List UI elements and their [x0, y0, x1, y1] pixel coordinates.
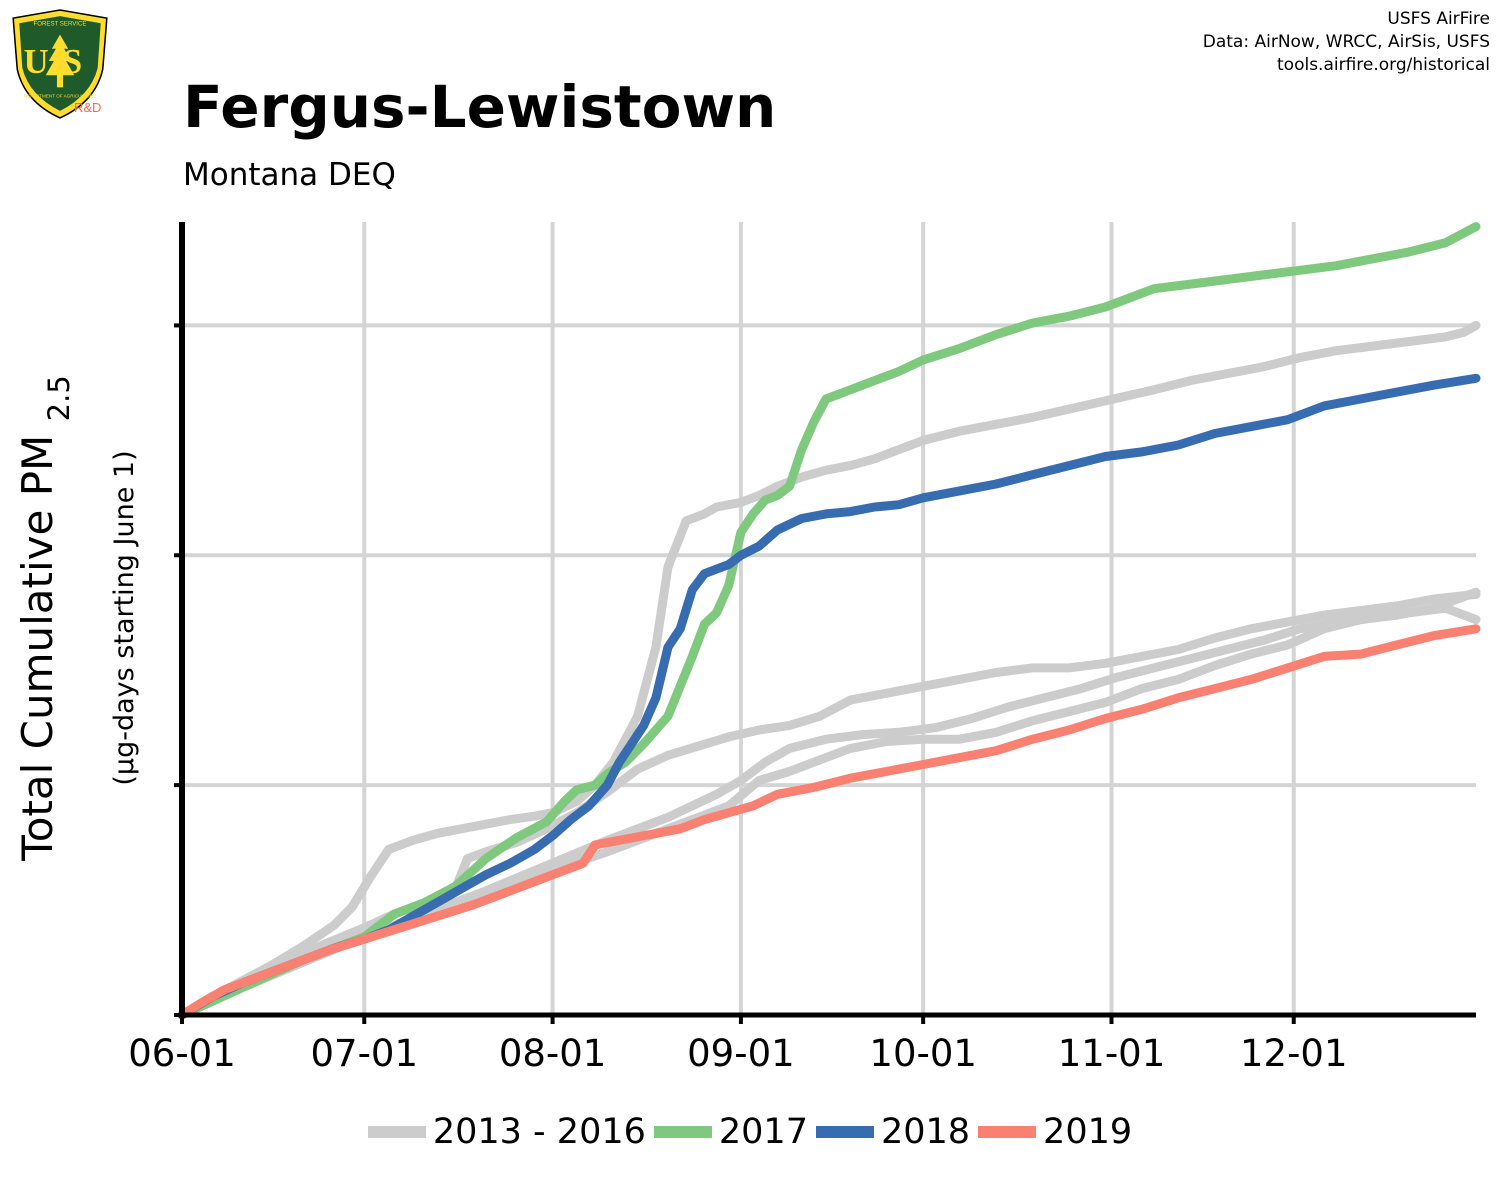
- series-line-2013-2016: [177, 320, 1481, 1020]
- x-tick-label: 08-01: [499, 1032, 607, 1075]
- legend-label: 2017: [718, 1112, 808, 1152]
- x-tick-label: 09-01: [687, 1032, 795, 1075]
- series-line-2019: [177, 624, 1481, 1020]
- series-layer: [177, 222, 1481, 1020]
- legend-item-2018: 2018: [815, 1112, 971, 1152]
- legend-swatch-2019: [978, 1126, 1037, 1138]
- x-tick-labels: 06-01 07-01 08-01 09-01 10-01 11-01 12-01: [128, 1032, 1347, 1075]
- chart-subtitle: Montana DEQ: [183, 157, 396, 193]
- series-line-2013-2016: [177, 603, 1481, 1020]
- logo-badge: R&D: [74, 100, 102, 115]
- legend-label: 2013 - 2016: [432, 1112, 646, 1152]
- legend-swatch-historical: [367, 1126, 426, 1138]
- y-axis-sublabel: (µg-days starting June 1): [109, 450, 140, 785]
- legend-swatch-2017: [653, 1126, 712, 1138]
- x-tick-label: 07-01: [310, 1032, 418, 1075]
- logo-text-bottom: DEPARTMENT OF AGRICULTURE: [24, 94, 96, 99]
- legend: 2013 - 2016 2017 2018 2019: [0, 1112, 1500, 1152]
- credit-source: USFS AirFire: [1387, 9, 1490, 29]
- y-axis-label-subscript: 2.5: [42, 375, 76, 421]
- credit-url: tools.airfire.org/historical: [1277, 55, 1490, 75]
- legend-label: 2019: [1043, 1112, 1133, 1152]
- series-line-2013-2016: [177, 589, 1481, 1020]
- x-tick-label: 10-01: [869, 1032, 977, 1075]
- x-tick-label: 12-01: [1240, 1032, 1348, 1075]
- series-line-2017: [177, 222, 1481, 1020]
- x-tick-label: 11-01: [1058, 1032, 1166, 1075]
- credit-data: Data: AirNow, WRCC, AirSis, USFS: [1202, 32, 1490, 52]
- legend-item-2017: 2017: [653, 1112, 808, 1152]
- x-tick-label: 06-01: [128, 1032, 236, 1075]
- y-axis-label-main: Total Cumulative PM: [13, 435, 62, 862]
- axes: [174, 222, 1476, 1024]
- y-axis-label: Total Cumulative PM 2.5: [13, 375, 76, 862]
- credits: USFS AirFire Data: AirNow, WRCC, AirSis,…: [1203, 8, 1490, 77]
- legend-item-2019: 2019: [978, 1112, 1132, 1152]
- legend-swatch-2018: [815, 1126, 874, 1138]
- logo-text-top: FOREST SERVICE: [34, 20, 87, 27]
- legend-item-2013-2016: 2013 - 2016: [367, 1112, 646, 1152]
- series-line-2018: [177, 373, 1481, 1020]
- usfs-logo: FOREST SERVICE US DEPARTMENT OF AGRICULT…: [12, 9, 108, 119]
- series-line-2013-2016: [177, 587, 1481, 1020]
- legend-label: 2018: [880, 1112, 971, 1152]
- chart-title: Fergus-Lewistown: [183, 73, 777, 141]
